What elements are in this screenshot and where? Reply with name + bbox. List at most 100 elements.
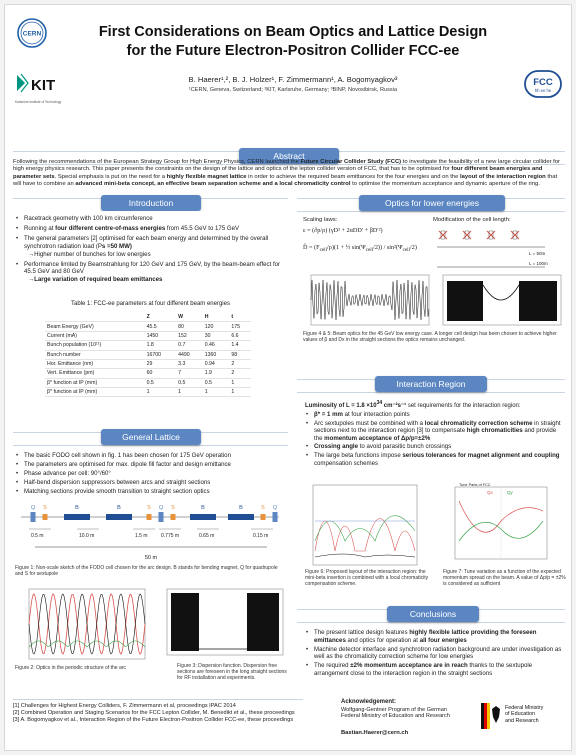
table-cell: W xyxy=(176,313,203,323)
reference-1: [1] Challenges for Highest Energy Collid… xyxy=(13,703,236,709)
table-cell: 0.5 xyxy=(144,378,177,389)
table-cell: 1.8 xyxy=(144,340,177,351)
lattice-bullet-4: Half-bend dispersion suppressors between… xyxy=(15,479,287,487)
l100-label: L = 100m xyxy=(529,261,548,266)
table-cell: 175 xyxy=(229,321,251,332)
cern-logo-text: CERN xyxy=(23,31,42,38)
table-cell: 0.94 xyxy=(202,359,230,370)
fig2-optics-plot xyxy=(28,588,146,660)
table-cell: 1 xyxy=(229,387,251,398)
fodo-label: S xyxy=(147,505,151,511)
fodo-dimension-label: 0.15 m xyxy=(253,533,268,539)
fig5-optics-plot xyxy=(442,274,562,326)
fig7-qy-label: Qy xyxy=(507,490,514,495)
cell-length-diagram: L = 50m L = 100m xyxy=(437,230,548,268)
lumi-text: Luminosity of L = 1.8 ×1034 cm⁻²s⁻¹ set … xyxy=(305,400,521,409)
table-cell: 0.46 xyxy=(202,340,230,351)
table-cell: 2 xyxy=(229,359,251,370)
table-row-label: Beam Energy (GeV) xyxy=(45,321,145,332)
bmbf-text: Federal Ministry of Education and Resear… xyxy=(505,705,544,724)
fodo-label: Q xyxy=(159,505,164,511)
references: [1] Challenges for Highest Energy Collid… xyxy=(13,699,303,724)
table-cell: H xyxy=(202,313,230,323)
ack-heading: Acknowledgement: xyxy=(341,699,397,705)
table-cell: 80 xyxy=(176,321,203,332)
fcc-logo-sub: hh ee he xyxy=(535,88,552,93)
fodo-element-b xyxy=(190,514,216,520)
table-cell: Z xyxy=(144,313,177,323)
kit-logo-sub: Karlsruhe Institute of Technology xyxy=(15,100,62,104)
intro-bullet-2: Running at four different centre-of-mass… xyxy=(15,225,283,233)
ack-line-2: Federal Ministry of Education and Resear… xyxy=(341,713,450,720)
ir-bar: Interaction Region xyxy=(297,376,565,393)
reference-3: [3] A. Bogomyagkov et al., Interaction R… xyxy=(13,717,294,723)
table-row: Hor. Emittance (nm) 29 3.3 0.94 2 xyxy=(45,359,251,370)
cell-cross-mark xyxy=(510,230,520,240)
intro-bar: Introduction xyxy=(13,195,288,212)
table-cell: 7 xyxy=(176,368,203,379)
contact-email[interactable]: Bastian.Haerer@cern.ch xyxy=(341,730,409,737)
cell-cross-mark xyxy=(438,230,448,240)
table-cell: 30 xyxy=(202,331,230,342)
table-cell: 120 xyxy=(202,321,230,332)
fig2-caption: Figure 2: Optics in the periodic structu… xyxy=(15,665,126,671)
conclusions-heading: Conclusions xyxy=(387,606,479,622)
ir-bullet-4: The large beta functions impose serious … xyxy=(305,452,565,467)
intro-bullet-4: Performance limited by Beamstrahlung for… xyxy=(15,261,283,284)
conclusions-bullet-1: The present lattice design features high… xyxy=(305,629,565,644)
ir-bullet-1: β* = 1 mm at four interaction points xyxy=(305,411,565,419)
ir-bullet-2: Arc sextupoles must be combined with a l… xyxy=(305,420,565,443)
lattice-bullet-3: Phase advance per cell: 90°/60° xyxy=(15,470,287,478)
fodo-dimension-label: 1.5 m xyxy=(135,533,148,539)
kit-logo-text: KIT xyxy=(31,77,55,94)
reference-2: [2] Combined Operation and Staging Scena… xyxy=(13,710,295,716)
abstract-heading: Abstract xyxy=(239,148,339,164)
fig3-caption: Figure 3: Dispersion function. Dispersio… xyxy=(177,663,287,682)
fodo-label: S xyxy=(261,505,265,511)
ir-list: β* = 1 mm at four interaction points Arc… xyxy=(305,411,565,468)
table-cell: t xyxy=(229,313,251,323)
table-cell: 1360 xyxy=(202,350,230,360)
table-cell: 1 xyxy=(229,378,251,389)
table-cell: 4490 xyxy=(176,350,203,360)
optics-bar: Optics for lower energies xyxy=(297,195,565,212)
abstract-text: Following the recommendations of the Eur… xyxy=(13,159,560,187)
table-row: Vert. Emittance (pm) 60 7 1.9 2 xyxy=(45,368,251,379)
intro-list: Racetrack geometry with 100 km circumfer… xyxy=(13,215,283,284)
cell-magnet-mark xyxy=(440,230,446,240)
poster-title: First Considerations on Beam Optics and … xyxy=(75,23,511,61)
fodo-element-b xyxy=(106,514,132,520)
table-cell: 0.5 xyxy=(176,378,203,389)
affiliations: ¹CERN, Geneva, Switzerland; ²KIT, Karlsr… xyxy=(188,87,398,93)
cell-cross-mark xyxy=(486,230,496,240)
intro-bullet-1: Racetrack geometry with 100 km circumfer… xyxy=(15,215,283,223)
fcc-logo: FCC hh ee he xyxy=(521,69,565,101)
table-cell: 1 xyxy=(202,387,230,398)
conclusions-bar: Conclusions xyxy=(297,606,565,623)
fodo-label: B xyxy=(117,505,121,511)
conclusions-bullet-2: Machine detector interface and synchrotr… xyxy=(305,646,565,661)
fodo-label: B xyxy=(75,505,79,511)
lattice-bullet-5: Matching sections provide smooth transit… xyxy=(15,488,287,496)
fodo-element-q xyxy=(158,512,164,522)
title-line-1: First Considerations on Beam Optics and … xyxy=(98,24,488,40)
table-cell: 1 xyxy=(176,387,203,398)
table-cell: 60 xyxy=(144,368,177,379)
ir-bullet-3: Crossing angle to avoid parasitic bunch … xyxy=(305,443,565,451)
conclusions-bullet-3: The required ±2% momentum acceptance are… xyxy=(305,662,565,677)
table-row-label: β* function at IP (mm) xyxy=(45,378,145,389)
fodo-element-b xyxy=(228,514,254,520)
table-row-label: β* function at IP (mm) xyxy=(45,387,145,398)
ir-heading: Interaction Region xyxy=(375,376,487,392)
table-cell: 98 xyxy=(229,350,251,360)
scaling-equations: ε = (∂p/ρ) (γD² + 2αDD′ + βD′²) D̂ = (Fc… xyxy=(303,227,417,254)
fig7-caption: Figure 7: Tune variation as a function o… xyxy=(443,569,566,588)
table-cell: 6.6 xyxy=(229,331,251,342)
fodo-dimension-label: 0.5 m xyxy=(31,533,44,539)
ack-line-1: Wolfgang-Gentner Program of the German xyxy=(341,706,447,713)
table-row-label xyxy=(45,313,145,323)
fodo-label: S xyxy=(43,505,47,511)
table-cell: 16700 xyxy=(144,350,177,360)
